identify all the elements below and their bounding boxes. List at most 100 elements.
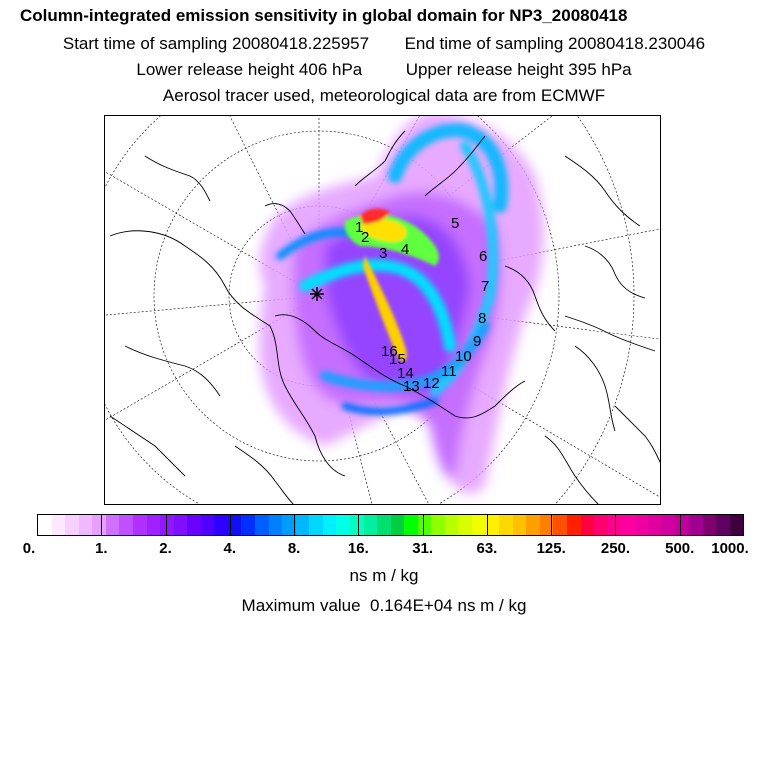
lower-value: 406 hPa [298, 60, 363, 79]
release-heights: Lower release height 406 hPa Upper relea… [0, 60, 768, 80]
colorbar-cell [227, 515, 242, 535]
trajectory-label: 16 [381, 343, 398, 360]
start-value: 20080418.225957 [232, 34, 370, 53]
colorbar-cell [702, 515, 717, 535]
trajectory-label: 5 [451, 215, 459, 232]
colorbar-cell [214, 515, 228, 535]
colorbar-cell [485, 515, 500, 535]
colorbar-separator [679, 514, 681, 536]
colorbar-tick-label: 31. [412, 540, 434, 557]
colorbar-cell [417, 515, 432, 535]
colorbar-tick-label: 1000. [711, 540, 749, 557]
trajectory-label: 1 [355, 219, 363, 236]
colorbar-cell [621, 515, 635, 535]
colorbar-separator [358, 514, 360, 536]
colorbar-cell [499, 515, 513, 535]
colorbar-cell [160, 515, 174, 535]
plot-title: Column-integrated emission sensitivity i… [20, 6, 628, 25]
tracer-note: Aerosol tracer used, meteorological data… [162, 86, 606, 105]
colorbar-cell [390, 515, 405, 535]
upper-value: 395 hPa [568, 60, 632, 79]
end-value: 20080418.230046 [568, 34, 706, 53]
trajectory-label: 2 [361, 229, 369, 246]
max-label: Maximum value [241, 596, 361, 615]
max-value-line: Maximum value 0.164E+04 ns m / kg [0, 596, 768, 616]
colorbar-tick-label: 125. [536, 540, 566, 557]
colorbar-cell [689, 515, 703, 535]
upper-label: Upper release height [405, 60, 564, 79]
colorbar-cell [594, 515, 608, 535]
colorbar-cell [553, 515, 567, 535]
colorbar-cell [146, 515, 161, 535]
end-label: End time of sampling [404, 34, 564, 53]
lower-label: Lower release height [136, 60, 295, 79]
colorbar-cell [607, 515, 622, 535]
colorbar-separator [615, 514, 617, 536]
colorbar-cell [431, 515, 445, 535]
trajectory-label: 7 [481, 278, 489, 295]
map-canvas: 1 2 3 4 5 6 7 8 9 10 11 12 13 14 15 16 [105, 116, 660, 504]
colorbar-separator [486, 514, 488, 536]
colorbar-cell [580, 515, 595, 535]
colorbar-separator [101, 514, 103, 536]
max-value: 0.164E+04 ns m / kg [370, 596, 527, 615]
colorbar-cell [65, 515, 79, 535]
colorbar-cell [255, 515, 269, 535]
trajectory-label: 14 [397, 365, 414, 382]
colorbar-cell [472, 515, 486, 535]
plume-core [344, 208, 439, 362]
colorbar-tick-label: 4. [223, 540, 237, 557]
colorbar-cell [105, 515, 120, 535]
colorbar-cell [566, 515, 581, 535]
colorbar-cell [51, 515, 66, 535]
colorbar-separator [165, 514, 167, 536]
colorbar-tick-label: 2. [159, 540, 172, 557]
colorbar-cell [539, 515, 554, 535]
colorbar-separator [294, 514, 296, 536]
trajectory-label: 9 [473, 333, 481, 350]
colorbar-cell [322, 515, 337, 535]
units-label: ns m / kg [349, 566, 419, 585]
trajectory-label: 12 [423, 375, 440, 392]
colorbar-cell [282, 515, 296, 535]
colorbar-separator [422, 514, 424, 536]
colorbar-cell [634, 515, 649, 535]
colorbar-cell [119, 515, 133, 535]
colorbar-cell [309, 515, 323, 535]
trajectory-label: 13 [403, 378, 420, 395]
colorbar-tick-label: 8. [287, 540, 301, 557]
colorbar-cell [716, 515, 730, 535]
colorbar-cell [729, 515, 744, 535]
start-label: Start time of sampling [62, 34, 228, 53]
colorbar-cell [648, 515, 662, 535]
colorbar-tick-label: 0. [22, 540, 36, 557]
colorbar-cell [38, 515, 52, 535]
colorbar-separator [551, 514, 553, 536]
colorbar-cell [377, 515, 391, 535]
colorbar-tick-label: 1. [95, 540, 108, 557]
colorbar-cell [336, 515, 350, 535]
trajectory-label: 11 [441, 363, 457, 380]
trajectory-label: 8 [478, 310, 486, 327]
colorbar-cell [241, 515, 255, 535]
colorbar-tick-label: 63. [476, 540, 498, 557]
colorbar-cell [187, 515, 201, 535]
colorbar-tick-label: 500. [665, 540, 695, 557]
colorbar-cell [349, 515, 364, 535]
colorbar-cell [458, 515, 472, 535]
colorbar-tick-label: 250. [600, 540, 631, 557]
colorbar-cell [200, 515, 215, 535]
colorbar-cell [295, 515, 310, 535]
trajectory-label: 6 [479, 248, 487, 265]
colorbar-separator [229, 514, 231, 536]
trajectory-labels: 1 2 3 4 5 6 7 8 9 10 11 12 13 14 15 16 [355, 215, 489, 395]
trajectory-label: 10 [455, 348, 472, 365]
colorbar-cell [675, 515, 689, 535]
polar-map: 1 2 3 4 5 6 7 8 9 10 11 12 13 14 15 16 [104, 115, 661, 505]
trajectory-label: 15 [389, 351, 406, 368]
colorbar [37, 514, 744, 536]
colorbar-cell [444, 515, 459, 535]
colorbar-cell [526, 515, 540, 535]
colorbar-cell [268, 515, 283, 535]
sampling-times: Start time of sampling 20080418.225957 E… [0, 34, 768, 54]
